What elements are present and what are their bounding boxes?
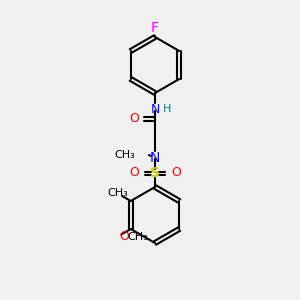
Text: O: O xyxy=(129,112,139,125)
Text: S: S xyxy=(150,166,160,180)
Text: CH₃: CH₃ xyxy=(127,232,148,242)
Text: CH₃: CH₃ xyxy=(107,188,128,199)
Text: H: H xyxy=(163,104,171,114)
Text: O: O xyxy=(129,167,139,179)
Text: O: O xyxy=(171,167,181,179)
Text: N: N xyxy=(150,151,160,165)
Text: CH₃: CH₃ xyxy=(114,150,135,160)
Text: O: O xyxy=(119,230,129,244)
Text: F: F xyxy=(151,21,159,35)
Text: N: N xyxy=(150,103,160,116)
